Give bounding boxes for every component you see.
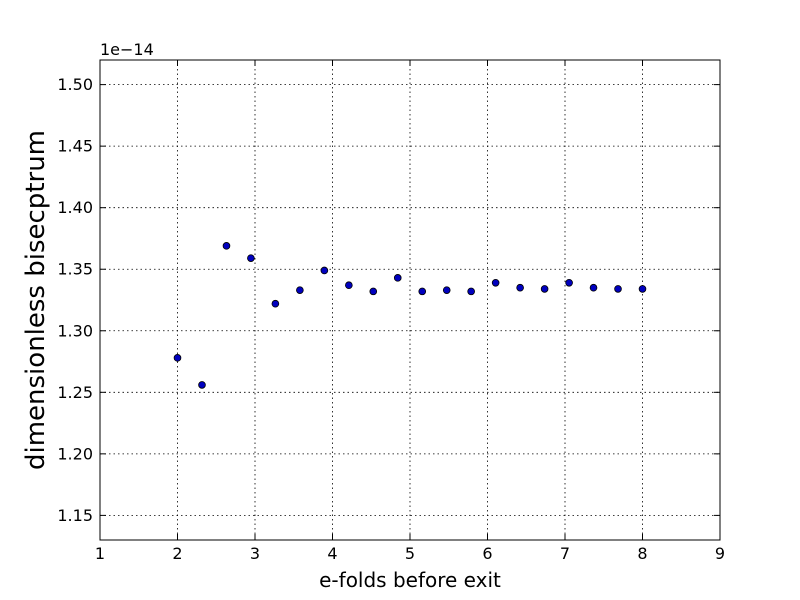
y-tick-label: 1.45 — [57, 137, 93, 156]
x-tick-label: 7 — [560, 544, 570, 563]
y-tick-labels: 1.15 1.20 1.25 1.30 1.35 1.40 1.45 1.50 — [57, 75, 93, 525]
data-point — [467, 287, 475, 296]
y-tick-label: 1.40 — [57, 198, 93, 217]
data-point — [198, 381, 206, 389]
x-tick-label: 2 — [172, 544, 182, 563]
data-point — [442, 286, 451, 294]
data-point — [614, 285, 622, 293]
data-point — [222, 242, 231, 250]
data-point — [320, 266, 329, 275]
plot-frame — [99, 59, 721, 541]
x-tick-label: 6 — [482, 544, 492, 563]
data-point — [565, 278, 573, 287]
x-tick-label: 5 — [405, 544, 415, 563]
x-axis-title: e-folds before exit — [319, 568, 501, 592]
data-point — [516, 283, 524, 292]
data-point — [271, 299, 280, 308]
x-tick-label: 4 — [327, 544, 337, 563]
x-tick-labels: 1 2 3 4 5 6 7 8 9 — [95, 544, 725, 563]
data-point — [540, 285, 549, 293]
grid-layer — [99, 60, 721, 540]
data-point — [345, 281, 353, 290]
y-tick-label: 1.35 — [57, 260, 93, 279]
y-tick-label: 1.50 — [57, 75, 93, 94]
data-point — [296, 286, 304, 294]
data-point — [638, 285, 647, 293]
data-point — [393, 274, 402, 282]
y-tick-label: 1.25 — [57, 383, 93, 402]
offset-label: 1e−14 — [100, 40, 154, 59]
x-tick-label: 1 — [95, 544, 105, 563]
y-tick-label: 1.20 — [57, 444, 93, 463]
data-points — [173, 242, 647, 389]
x-tick-label: 9 — [715, 544, 725, 563]
data-point — [491, 278, 500, 287]
data-point — [589, 283, 598, 292]
x-tick-label: 3 — [250, 544, 260, 563]
y-tick-label: 1.15 — [57, 506, 93, 525]
y-axis-title: dimensionless bisecptrum — [21, 130, 51, 470]
data-point — [369, 287, 378, 296]
data-point — [173, 354, 182, 362]
x-tick-label: 8 — [637, 544, 647, 563]
data-point — [247, 254, 255, 262]
data-point — [418, 287, 427, 296]
tick-layer — [99, 60, 721, 540]
y-tick-label: 1.30 — [57, 321, 93, 340]
